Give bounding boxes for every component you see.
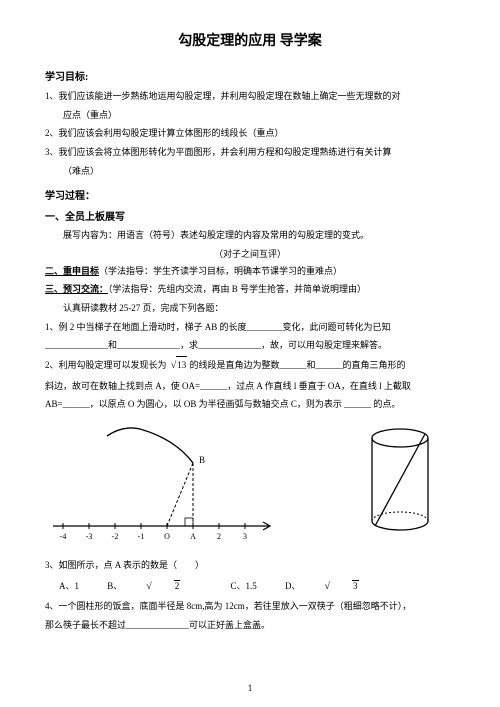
question-3: 3、如图所示，点 A 表示的数是（ ）	[45, 557, 455, 574]
cyl-diagonal	[375, 434, 425, 526]
sub3-bold: 三、预习交流：	[45, 284, 108, 294]
cylinder-figure	[365, 426, 435, 536]
choice-c: C、1.5	[231, 581, 257, 591]
q3-choices: A、1 B、2 C、1.5 D、3	[59, 579, 455, 592]
choice-d: D、3	[285, 581, 381, 591]
sqrt-icon	[171, 357, 177, 376]
svg-text:A: A	[190, 532, 196, 541]
question-4: 4、一个圆柱形的饭盒，底面半径是 8cm,高为 12cm，若往里放入一双筷子（粗…	[45, 598, 455, 615]
sub3-note: 认真研读教材 25-27 页，完成下列各题：	[63, 300, 455, 317]
question-2-line2: 斜边，故可在数轴上找到点 A，使 OA=______，过点 A 作直线 l 垂直…	[45, 378, 455, 395]
q2-post: 的线段是直角边为整数______和______的直角三角形的	[190, 360, 406, 370]
sub3-text: （学法指导：先组内交流，再由 B 号学生抢答，并简单说明理由）	[108, 284, 366, 294]
question-1: 1、例 2 中当梯子在地面上滑动时，梯子 AB 的长度________变化，此问…	[45, 319, 455, 336]
sqrt-icon	[325, 581, 331, 592]
number-line-svg: -4 -3 -2 -1 O A 2 3 B	[45, 421, 275, 551]
svg-text:-1: -1	[138, 532, 145, 541]
q2-sqrt: 13	[176, 356, 187, 374]
objectives-header: 学习目标:	[45, 68, 455, 83]
sub1-text: 展写内容为：用语言（符号）表述勾股定理的内容及常用的勾股定理的变式。	[63, 227, 455, 244]
svg-text:-4: -4	[60, 532, 67, 541]
objective-3: 3、我们应该会将立体图形转化为平面图形，并会利用方程和勾股定理熟练进行有关计算	[45, 144, 455, 161]
axis-labels: -4 -3 -2 -1 O A 2 3	[60, 532, 247, 541]
hypotenuse-dashed	[167, 463, 193, 526]
question-2: 2、利用勾股定理可以发现长为 13 的线段是直角边为整数______和_____…	[45, 356, 455, 376]
objective-2: 2、我们应该会利用勾股定理计算立体图形的线段长（重点）	[45, 125, 455, 142]
page-number: 1	[0, 683, 500, 693]
svg-text:2: 2	[217, 532, 221, 541]
cylinder-svg	[365, 426, 435, 536]
question-1-cont: ______________和______________，求_________…	[45, 337, 455, 354]
right-angle-mark	[185, 518, 193, 526]
sqrt-icon	[146, 581, 152, 592]
choice-b: B、2	[107, 581, 202, 591]
cyl-bottom-front	[372, 521, 428, 530]
objective-1: 1、我们应该能进一步熟练地运用勾股定理，并利用勾股定理在数轴上确定一些无理数的对	[45, 88, 455, 105]
number-line-figure: -4 -3 -2 -1 O A 2 3 B	[45, 421, 275, 551]
subsection-3: 三、预习交流：（学法指导：先组内交流，再由 B 号学生抢答，并简单说明理由）	[45, 281, 455, 298]
objective-3-cont: （难点）	[63, 163, 455, 180]
svg-text:-3: -3	[86, 532, 93, 541]
objective-1-cont: 应点（重点）	[63, 107, 455, 124]
page-title: 勾股定理的应用 导学案	[45, 30, 455, 50]
figures-row: -4 -3 -2 -1 O A 2 3 B	[45, 421, 455, 551]
point-b-label: B	[199, 455, 205, 465]
sub2-text: （学法指导：学生齐读学习目标，明确本节课学习的重难点）	[99, 266, 342, 276]
svg-text:O: O	[164, 532, 170, 541]
process-header: 学习过程：	[45, 187, 455, 202]
q2-pre: 2、利用勾股定理可以发现长为	[45, 360, 167, 370]
sub1-note: （对子之间互评）	[45, 247, 455, 260]
question-4-cont: 那么筷子最长不超过______________可以正好盖上盒盖。	[45, 617, 455, 634]
question-2-line3: AB=______，以原点 O 为圆心，以 OB 为半径画弧与数轴交点 C，则为…	[45, 396, 455, 413]
svg-text:3: 3	[243, 532, 247, 541]
choice-a: A、1	[59, 581, 79, 591]
subsection-2: 二、重申目标（学法指导：学生齐读学习目标，明确本节课学习的重难点）	[45, 263, 455, 280]
arc-curve	[107, 428, 193, 463]
svg-text:-2: -2	[112, 532, 119, 541]
sub2-bold: 二、重申目标	[45, 266, 99, 276]
subsection-1: 一、全员上板展写	[45, 208, 455, 223]
